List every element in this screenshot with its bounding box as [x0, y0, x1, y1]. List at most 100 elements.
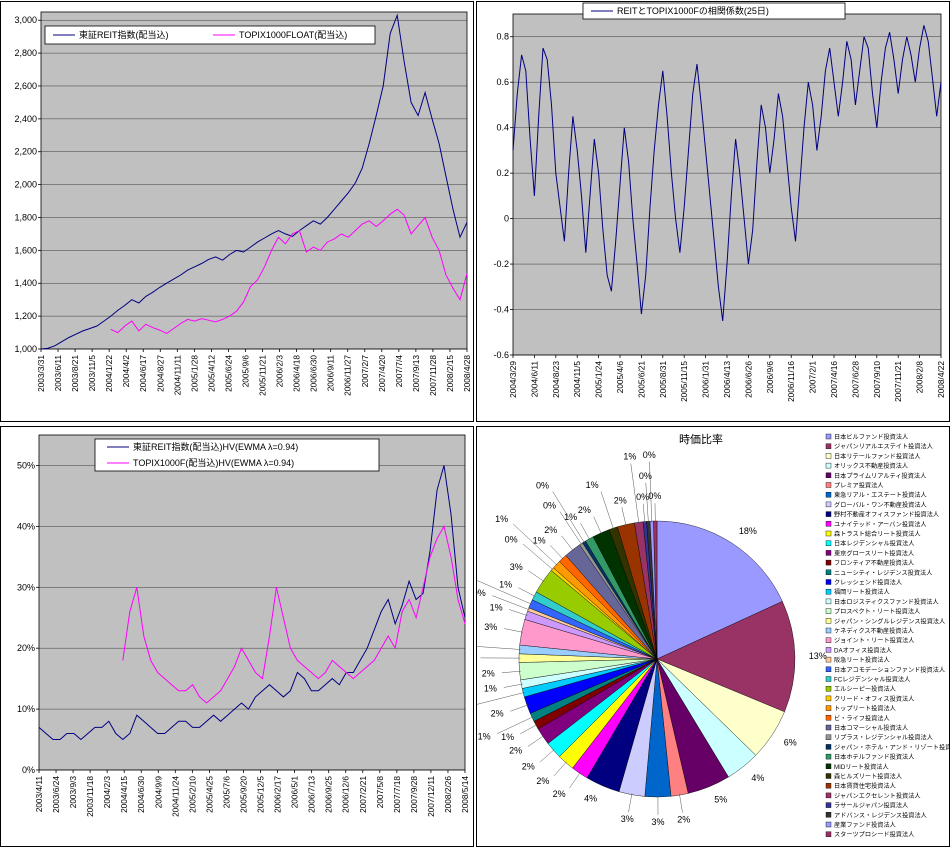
pie-leader-line: [513, 523, 558, 566]
x-axis-label: 2006/6/26: [743, 361, 753, 398]
pie-leader-line: [621, 507, 627, 526]
pie-legend-swatch: [825, 511, 832, 517]
pie-leader-line: [642, 503, 646, 523]
vol-chart-svg: 0% 10% 20% 30% 40% 50% 2003/4/11 2003/6/24 2003/…: [17, 434, 470, 817]
pie-percent-label: 3%: [484, 622, 497, 632]
pie-legend-label: ジャパン・シングルレジデンス投資法人: [834, 617, 945, 625]
y-axis-label: 0.2: [496, 168, 509, 178]
pie-legend-swatch: [825, 705, 832, 711]
x-axis-label: 2007/6/28: [850, 361, 860, 398]
x-axis-label: 2006/11/16: [786, 361, 796, 402]
pie-legend-label: 東京グロースリート投資法人: [834, 549, 914, 557]
pie-legend-label: FCレジデンシャル投資法人: [834, 676, 910, 684]
pie-percent-label: 1%: [478, 732, 491, 742]
pie-legend-swatch: [825, 433, 832, 440]
y-axis-label: 30%: [17, 582, 35, 592]
y-axis-label: 1,800: [14, 212, 37, 222]
pie-percent-label: 2%: [614, 495, 627, 505]
pie-legend-swatch: [825, 491, 832, 498]
pie-legend-label: 福岡リート投資法人: [834, 588, 890, 596]
x-axis-label: 2007/7/18: [392, 776, 402, 813]
pie-legend-swatch: [825, 588, 832, 595]
pie-legend-label: プレミア投資法人: [834, 482, 884, 490]
y-axis-label: -0.4: [493, 305, 509, 315]
pie-legend-label: リプラス・レジデンシャル投資法人: [834, 734, 933, 742]
pie-legend-swatch: [825, 579, 832, 585]
pie-leader-line: [593, 516, 602, 535]
pie-percent-label: 1%: [533, 535, 546, 545]
pie-percent-label: 3%: [621, 814, 634, 824]
pie-percent-label: 1%: [490, 602, 503, 612]
pie-percent-label: 0%: [536, 481, 549, 491]
plot-area: [40, 11, 468, 350]
pie-leader-line: [503, 683, 523, 688]
x-axis-label: 2004/11/5: [572, 361, 582, 398]
x-axis-label: 2006/9/6: [765, 361, 775, 394]
pie-leader-line: [630, 463, 640, 524]
y-axis-label: 0: [504, 214, 509, 224]
pie-leader-line: [492, 595, 530, 611]
pie-legend-swatch: [825, 831, 832, 837]
pie-percent-label: 2%: [553, 789, 566, 799]
x-axis-label: 2007/7/4: [394, 355, 404, 388]
pie-leader-line: [477, 646, 521, 650]
y-axis-label: 50%: [17, 460, 35, 470]
plot-area: [512, 13, 942, 356]
pie-leader-line: [628, 793, 633, 813]
y-axis-label: 0%: [22, 765, 35, 775]
pie-legend-swatch: [825, 598, 832, 605]
pie-leader-line: [600, 491, 614, 530]
y-axis-label: 2,800: [14, 48, 37, 58]
x-axis-label: 2004/11/24: [170, 776, 180, 817]
pie-legend-label: クリード・オフィス投資法人: [834, 695, 914, 703]
pie-leader-line: [552, 491, 585, 544]
x-axis-label: 2008/2/15: [445, 355, 455, 392]
x-axis-label: 2004/4/15: [119, 776, 129, 813]
x-axis-label: 2004/6/17: [138, 355, 148, 392]
x-axis-label: 2003/6/11: [53, 355, 63, 392]
x-axis-label: 2003/4/11: [34, 776, 44, 813]
pie-percent-label: 1%: [499, 580, 512, 590]
pie-leader-line: [561, 535, 574, 552]
pie-percent-label: 1%: [495, 514, 508, 524]
x-axis-label: 2004/8/23: [551, 361, 561, 398]
pie-legend-swatch: [825, 686, 832, 692]
pie-percent-label: 18%: [739, 526, 757, 536]
pie-legend-label: 日本アコモデーションファンド投資法人: [834, 666, 945, 674]
pie-leader-line: [539, 749, 555, 763]
pie-leader-line: [580, 523, 591, 541]
corr-chart-svg: -0.6 -0.4 -0.2 0 0.2 0.4 0.6 0.8 2004/3/29 2004/6…: [493, 2, 946, 402]
x-axis-label: 2005/11/15: [679, 361, 689, 402]
pie-legend-label: 産業ファンド投資法人: [834, 821, 896, 829]
x-axis-label: 2007/2/21: [358, 776, 368, 813]
pie-legend-label: ジョイント・リート投資法人: [834, 637, 914, 645]
pie-legend-label: MIDリート投資法人: [834, 763, 889, 771]
pie-legend-label: スターツプロシード投資法人: [834, 831, 914, 839]
pie-legend-swatch: [825, 462, 832, 469]
pie-chart-title: 時価比率: [679, 432, 723, 446]
x-axis-label: 2005/8/31: [658, 361, 668, 398]
x-axis-label: 2004/2/3: [102, 776, 112, 809]
pie-percent-label: 0%: [643, 450, 656, 460]
y-axis-label: 0.8: [496, 32, 509, 42]
y-axis-label: -0.2: [493, 259, 509, 269]
legend-entry-label: TOPIX1000FLOAT(配当込): [239, 29, 347, 40]
pie-percent-label: 5%: [714, 795, 727, 805]
pie-legend-label: 日本レジデンシャル投資法人: [834, 540, 914, 548]
x-axis-label: 2004/11/11: [172, 355, 182, 396]
pie-legend-swatch: [825, 715, 832, 721]
pie-legend-swatch: [825, 637, 832, 643]
x-axis-label: 2005/1/24: [594, 361, 604, 398]
pie-leader-line: [559, 511, 583, 546]
pie-leader-line: [527, 735, 545, 747]
x-axis-label: 2006/4/18: [292, 355, 302, 392]
x-axis-label: 2006/9/11: [326, 355, 336, 392]
x-axis-label: 2005/7/6: [221, 776, 231, 809]
x-axis-label: 2005/2/10: [187, 776, 197, 813]
price-chart-svg: 1,000 1,200 1,400 1,600 1,800 2,000 2,200 2,400…: [14, 11, 472, 396]
pie-legend-label: ラサールジャパン投資法人: [834, 802, 908, 810]
pie-legend-label: オリックス不動産投資法人: [834, 462, 908, 470]
pie-chart-svg: 時価比率18%13%6%4%5%2%3%3%4%2%2%2%2%1%1%2%1%…: [477, 432, 949, 839]
pie-percent-label: 0%: [477, 588, 486, 598]
